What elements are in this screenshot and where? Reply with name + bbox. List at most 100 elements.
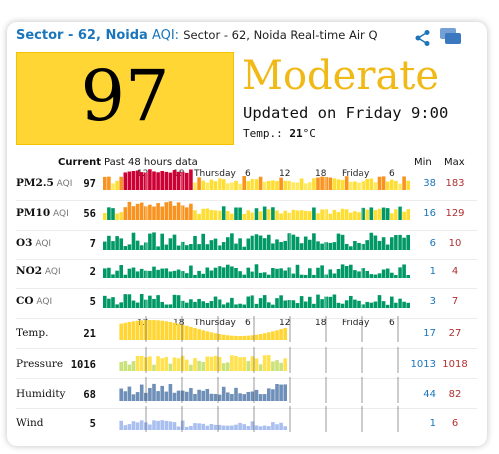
- sparkline-bar: [197, 177, 201, 190]
- history-sparkline[interactable]: [103, 284, 410, 310]
- sparkline-bar: [242, 357, 246, 371]
- history-sparkline[interactable]: [103, 196, 410, 222]
- facebook-icon[interactable]: [440, 28, 462, 46]
- sparkline-bar: [242, 394, 246, 401]
- row-name: O3: [16, 237, 33, 249]
- sparkline-bar: [201, 361, 205, 371]
- sparkline-bar: [283, 358, 287, 371]
- sparkline-bar: [193, 210, 197, 220]
- sparkline-bar: [267, 274, 271, 278]
- sparkline-bar: [152, 298, 156, 308]
- sparkline-bar: [394, 180, 398, 190]
- history-sparkline[interactable]: [103, 226, 410, 252]
- sparkline-bar: [316, 177, 320, 190]
- sparkline-bar: [316, 294, 320, 308]
- row-max-value: 6: [451, 418, 459, 429]
- sparkline-bar: [308, 211, 312, 220]
- sparkline-bar: [373, 182, 378, 190]
- sparkline-bar: [254, 208, 259, 220]
- share-icon[interactable]: [414, 29, 432, 47]
- sparkline-bar: [123, 391, 128, 401]
- sparkline-bar: [205, 356, 210, 371]
- sparkline-bar: [271, 268, 275, 278]
- time-tick-label: 6: [245, 318, 251, 328]
- sparkline-bar: [164, 321, 169, 340]
- time-tick-label: 6: [389, 169, 395, 179]
- sparkline-bar: [160, 358, 164, 371]
- sparkline-bar: [209, 270, 214, 278]
- sparkline-bar: [213, 393, 218, 401]
- sparkline-bar: [406, 209, 410, 220]
- sparkline-bar: [209, 179, 214, 190]
- sparkline-bar: [308, 268, 312, 278]
- row-name: Temp.: [16, 327, 49, 339]
- history-sparkline[interactable]: [103, 166, 410, 192]
- sparkline-bar: [254, 264, 259, 278]
- sparkline-bar: [385, 208, 390, 220]
- sparkline-bar: [172, 270, 177, 278]
- sparkline-bar: [328, 177, 333, 190]
- sparkline-bar: [250, 335, 255, 340]
- sparkline-bar: [189, 169, 193, 190]
- sparkline-bar: [189, 364, 193, 371]
- row-min-value: 1: [429, 418, 436, 429]
- history-sparkline[interactable]: [103, 347, 410, 373]
- sparkline-bar: [193, 393, 197, 401]
- row-divider: [16, 200, 477, 201]
- sparkline-bar: [160, 320, 164, 340]
- row-min-value: 1013: [410, 359, 436, 370]
- sparkline-bar: [271, 331, 275, 340]
- sparkline-bar: [320, 176, 324, 190]
- sparkline-bar: [168, 384, 173, 401]
- sparkline-bar: [135, 170, 140, 190]
- sparkline-bar: [197, 423, 201, 430]
- sparkline-bar: [295, 236, 300, 250]
- history-sparkline[interactable]: [103, 406, 410, 432]
- sparkline-bar: [275, 384, 279, 401]
- history-sparkline[interactable]: [103, 254, 410, 280]
- sparkline-bar: [119, 420, 123, 430]
- sparkline-bar: [139, 320, 144, 340]
- aqi-label: AQI:: [151, 28, 180, 43]
- sparkline-bar: [226, 183, 230, 190]
- sparkline-bar: [267, 355, 271, 371]
- sparkline-bar: [226, 237, 230, 250]
- sparkline-bar: [119, 238, 123, 250]
- sparkline-bar: [344, 209, 349, 220]
- city-name[interactable]: Sector - 62, Noida: [16, 28, 148, 43]
- sparkline-bar: [111, 297, 115, 308]
- row-min-value: 17: [423, 328, 436, 339]
- sparkline-bar: [234, 387, 238, 401]
- sparkline-bar: [398, 183, 402, 190]
- sparkline-bar: [234, 243, 238, 250]
- sparkline-bar: [226, 362, 230, 371]
- row-min-value: 3: [429, 296, 436, 307]
- sparkline-bar: [172, 322, 177, 340]
- sparkline-bar: [201, 390, 205, 401]
- sparkline-bar: [250, 295, 255, 308]
- sparkline-bar: [238, 238, 242, 250]
- sparkline-bar: [180, 205, 185, 220]
- sparkline-bar: [295, 182, 300, 190]
- sparkline-bar: [127, 386, 132, 401]
- history-sparkline[interactable]: [103, 377, 410, 403]
- sparkline-bar: [349, 212, 353, 220]
- sparkline-bar: [123, 172, 128, 190]
- sparkline-bar: [291, 234, 296, 250]
- sparkline-bar: [357, 300, 361, 308]
- sparkline-bar: [267, 302, 271, 308]
- row-current-value: 56: [83, 208, 96, 220]
- row-current-value: 2: [89, 266, 96, 278]
- sparkline-bar: [176, 202, 181, 220]
- sparkline-bar: [390, 272, 394, 278]
- sparkline-bar: [172, 357, 177, 371]
- sparkline-bar: [328, 269, 333, 278]
- history-sparkline[interactable]: [103, 316, 410, 342]
- sparkline-bar: [283, 270, 287, 278]
- time-tick-label: 18: [173, 318, 185, 328]
- sparkline-bar: [135, 320, 140, 340]
- sparkline-bar: [303, 236, 308, 250]
- sparkline-bar: [185, 273, 189, 278]
- sparkline-bar: [156, 391, 160, 401]
- sparkline-bar: [238, 207, 242, 220]
